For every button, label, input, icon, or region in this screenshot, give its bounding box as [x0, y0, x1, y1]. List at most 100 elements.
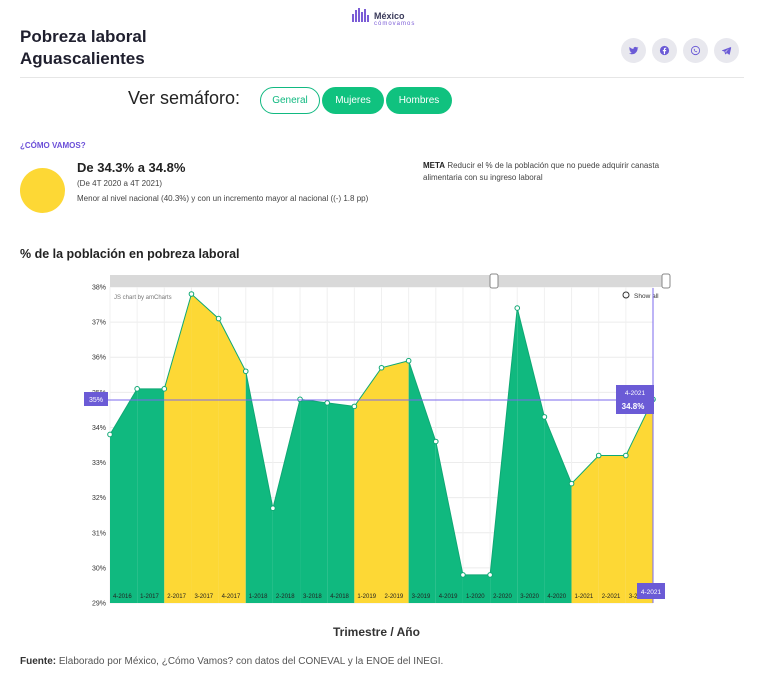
source-text: Elaborado por México, ¿Cómo Vamos? con d… — [56, 656, 444, 667]
tooltip-box — [616, 385, 654, 414]
mexico-como-vamos-logo: México cómovamos — [352, 6, 416, 30]
indicator-period: (De 4T 2020 a 4T 2021) — [77, 179, 163, 188]
chart-areas — [110, 294, 653, 603]
scrollbar-grip-right[interactable] — [661, 273, 671, 289]
area-segment — [435, 441, 463, 603]
data-point — [161, 386, 168, 392]
chart-credit: JS chart by amCharts — [114, 295, 172, 301]
indicator-range: De 34.3% a 34.8% — [77, 160, 186, 175]
x-tick-label: 4-2017 — [222, 594, 241, 600]
x-tick-label: 2-2020 — [493, 594, 512, 600]
x-tick-label: 4-2019 — [439, 594, 458, 600]
data-point — [405, 357, 412, 364]
filter-hombres-button[interactable]: Hombres — [386, 87, 452, 114]
y-tick-label: 30% — [92, 565, 106, 572]
scrollbar-grip-left[interactable] — [489, 273, 499, 289]
y-tick-label: 31% — [92, 530, 106, 537]
page-title-line2: Aguascalientes — [20, 49, 145, 68]
y-axis-ticks: 29% 30% 31% 32% 33% 34% 35% 36% 37% 38% — [92, 285, 106, 608]
x-tick-label: 3-2017 — [194, 594, 213, 600]
x-tick-label: 1-2017 — [140, 594, 159, 600]
x-tick-label: 1-2018 — [249, 594, 268, 600]
y-tick-label: 33% — [92, 460, 106, 467]
filter-general-button[interactable]: General — [260, 87, 320, 114]
data-point — [324, 400, 331, 406]
data-point — [541, 414, 548, 420]
logo-bars-icon — [352, 8, 372, 22]
area-chart: 29% 30% 31% 32% 33% 34% 35% 36% 37% 38% 4-2016 1-2… — [84, 273, 671, 608]
source-footer: Fuente: Elaborado por México, ¿Cómo Vamo… — [20, 656, 443, 667]
twitter-icon[interactable] — [621, 38, 646, 63]
cursor-y-label-box — [84, 392, 108, 406]
area-segment — [408, 360, 436, 603]
data-point — [188, 291, 195, 297]
source-label: Fuente: — [20, 656, 57, 667]
data-point — [270, 505, 276, 511]
area-segment — [544, 416, 572, 603]
area-segment — [272, 399, 301, 603]
goal-label: META — [423, 161, 446, 170]
filter-mujeres-button[interactable]: Mujeres — [322, 87, 384, 114]
indicator-comparison: Menor al nivel nacional (40.3%) y con un… — [77, 194, 369, 203]
data-point — [514, 305, 521, 311]
area-segment — [517, 308, 545, 603]
status-traffic-light — [20, 168, 65, 213]
show-all-button[interactable]: Show all — [622, 291, 659, 300]
y-tick-label: 29% — [92, 601, 106, 608]
data-point — [623, 452, 629, 459]
cursor-y-label: 35% — [89, 397, 103, 404]
cursor-x-label: 4-2021 — [641, 589, 662, 596]
x-tick-label: 2-2018 — [276, 594, 295, 600]
x-tick-label: 3-2018 — [303, 594, 322, 600]
area-segment — [191, 294, 219, 603]
area-segment — [327, 402, 355, 603]
x-axis-title: Trimestre / Año — [333, 625, 420, 639]
telegram-icon[interactable] — [714, 38, 739, 63]
facebook-icon[interactable] — [652, 38, 677, 63]
data-point — [433, 438, 439, 445]
show-all-label: Show all — [634, 293, 659, 300]
area-segment — [300, 399, 328, 603]
area-segment — [110, 388, 138, 603]
data-point — [460, 572, 466, 578]
y-tick-label: 36% — [92, 355, 106, 362]
data-point — [134, 386, 140, 392]
chart-points — [107, 291, 656, 578]
chart-title: % de la población en pobreza laboral — [20, 247, 240, 261]
x-tick-label: 2-2021 — [602, 594, 621, 600]
page-title-line1: Pobreza laboral — [20, 27, 147, 46]
area-segment — [218, 318, 246, 603]
area-segment — [137, 388, 165, 603]
como-vamos-heading: ¿CÓMO VAMOS? — [20, 141, 86, 150]
zoom-icon — [622, 291, 630, 299]
whatsapp-icon[interactable] — [683, 38, 708, 63]
area-segment — [381, 360, 409, 603]
x-tick-label: 1-2021 — [575, 594, 594, 600]
logo-name: México — [374, 11, 405, 21]
header-divider — [20, 77, 744, 78]
x-tick-label: 2-2017 — [167, 594, 186, 600]
x-tick-label: 4-2016 — [113, 594, 132, 600]
x-tick-label: 1-2020 — [466, 594, 485, 600]
data-point — [595, 452, 602, 459]
data-point — [242, 368, 249, 375]
x-tick-label: 3-2019 — [412, 594, 431, 600]
area-segment — [245, 371, 273, 603]
scrollbar-track[interactable] — [110, 275, 670, 287]
data-point — [487, 572, 493, 578]
area-segment — [598, 455, 626, 603]
data-point — [215, 315, 222, 322]
area-segment — [571, 455, 599, 603]
tooltip-period: 4-2021 — [625, 390, 646, 397]
data-point — [297, 396, 303, 403]
area-segment — [164, 294, 192, 603]
area-segment — [625, 399, 653, 603]
y-tick-label: 34% — [92, 425, 106, 432]
x-tick-label: 3-2020 — [520, 594, 539, 600]
area-segment — [462, 574, 491, 603]
page-title: Pobreza laboral Aguascalientes — [20, 26, 147, 70]
logo-sub: cómovamos — [374, 21, 416, 27]
cursor-x-label-box — [637, 583, 665, 599]
y-tick-label: 32% — [92, 495, 106, 502]
tooltip-value: 34.8% — [622, 402, 645, 411]
